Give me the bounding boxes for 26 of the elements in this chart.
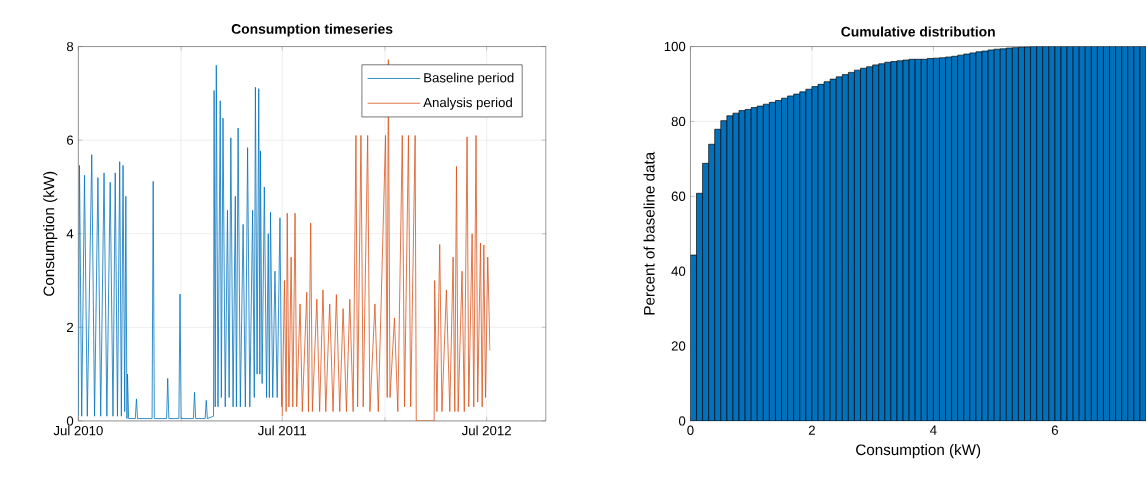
y-tick-label: 2: [67, 322, 74, 332]
legend-label: Analysis period: [423, 97, 512, 110]
x-tick-label: Jul 2010: [53, 425, 103, 436]
y-tick-label: 60: [671, 191, 686, 201]
line-series: [78, 64, 283, 419]
y-axis-title: Percent of baseline data: [643, 151, 655, 315]
y-tick-label: 80: [671, 116, 686, 126]
x-tick-label: 6: [1051, 425, 1058, 435]
y-tick-label: 0: [678, 416, 686, 426]
chart-title: Consumption timeseries: [231, 23, 393, 37]
x-axis-title: Consumption (kW): [856, 443, 981, 459]
y-tick-label: 6: [67, 135, 74, 145]
y-tick-label: 40: [671, 266, 686, 276]
y-tick-label: 4: [66, 229, 74, 239]
y-axis-title: Consumption (kW): [43, 171, 58, 296]
chart-title: Cumulative distribution: [841, 26, 995, 37]
x-tick-label: 4: [930, 425, 937, 435]
x-tick-label: Jul 2011: [257, 425, 307, 436]
legend-label: Baseline period: [424, 72, 514, 85]
y-tick-label: 20: [671, 341, 686, 351]
y-tick-label: 8: [66, 41, 74, 52]
y-tick-label: 100: [664, 41, 686, 52]
y-tick-label: 0: [66, 416, 74, 426]
x-tick-label: Jul 2012: [461, 425, 511, 436]
x-tick-label: 0: [687, 425, 694, 435]
x-tick-label: 2: [808, 425, 815, 435]
